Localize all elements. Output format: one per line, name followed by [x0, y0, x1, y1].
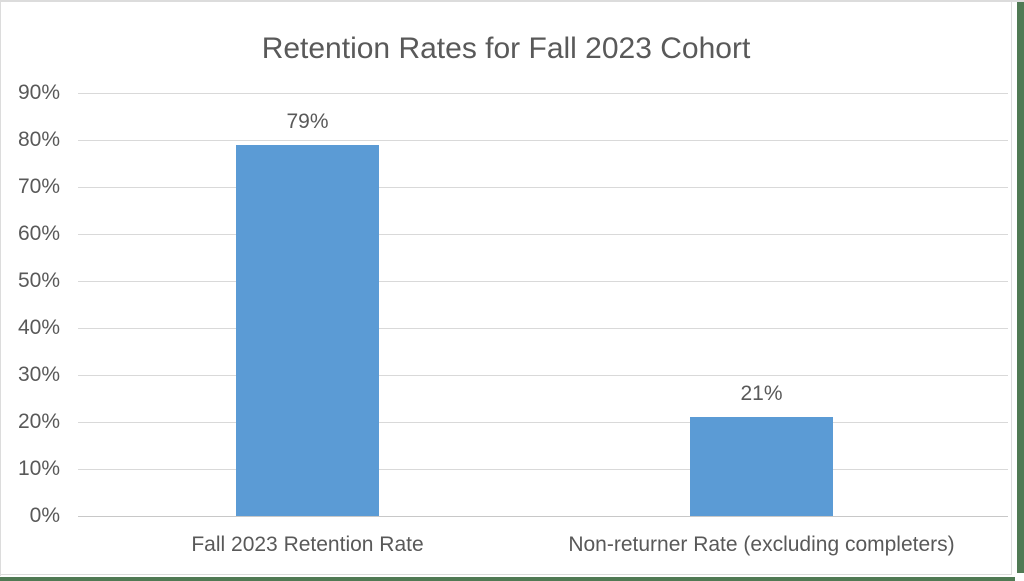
gridline [78, 422, 1008, 423]
outer-border-left [0, 0, 1, 576]
spreadsheet-edge-bottom [0, 577, 1015, 581]
y-axis-tick-label: 10% [17, 457, 60, 480]
x-axis-line [78, 516, 1008, 517]
y-axis-tick-label: 30% [17, 363, 60, 386]
outer-border-top [0, 0, 1024, 2]
gridline [78, 375, 1008, 376]
y-axis-tick-label: 40% [17, 316, 60, 339]
chart-title: Retention Rates for Fall 2023 Cohort [261, 32, 751, 65]
gridline [78, 234, 1008, 235]
x-axis-category-label: Non-returner Rate (excluding completers) [568, 533, 955, 556]
bar-1[interactable] [236, 145, 379, 516]
data-label: 21% [740, 382, 783, 405]
y-axis-tick-label: 20% [17, 410, 60, 433]
spreadsheet-edge-right [1017, 2, 1024, 573]
y-axis-tick-label: 0% [29, 504, 60, 527]
y-axis-tick-label: 70% [17, 175, 60, 198]
x-axis-category-label: Fall 2023 Retention Rate [191, 533, 424, 556]
gridline [78, 469, 1008, 470]
y-axis-tick-label: 90% [17, 81, 60, 104]
gridline [78, 93, 1008, 94]
y-axis-tick-label: 50% [17, 269, 60, 292]
bar-2[interactable] [690, 417, 833, 516]
gridline [78, 187, 1008, 188]
y-axis-tick-label: 80% [17, 128, 60, 151]
gridline [78, 328, 1008, 329]
chart-area [1, 2, 1012, 575]
gridline [78, 281, 1008, 282]
gridline [78, 140, 1008, 141]
data-label: 79% [286, 110, 329, 133]
y-axis-tick-label: 60% [17, 222, 60, 245]
